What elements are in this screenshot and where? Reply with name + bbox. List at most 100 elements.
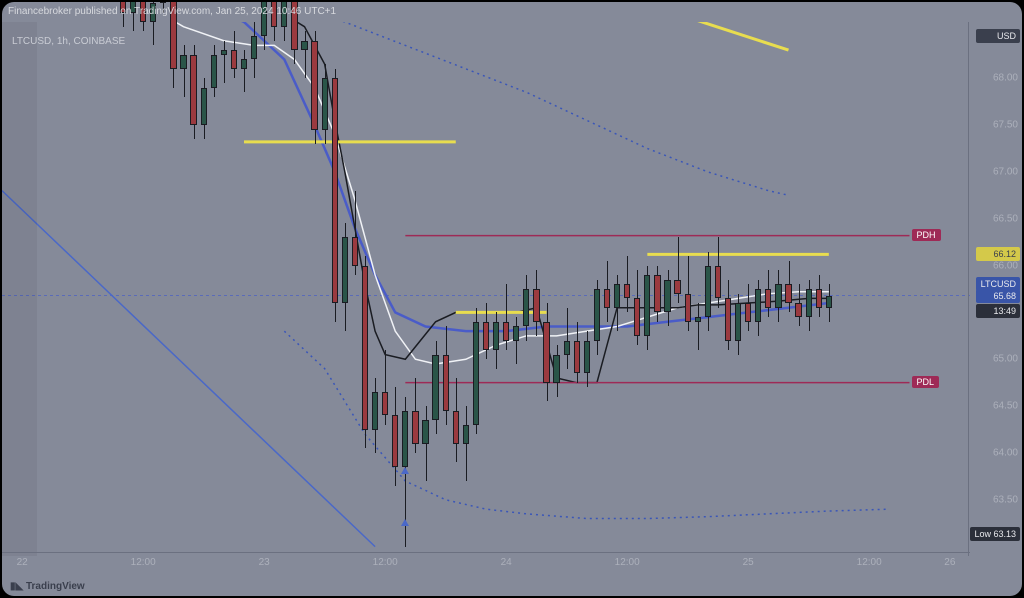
time-tick-label: 24 bbox=[501, 557, 512, 568]
candle-body bbox=[160, 2, 166, 3]
candle-body bbox=[463, 425, 469, 444]
candle-body bbox=[584, 341, 590, 374]
candle-body bbox=[322, 78, 328, 130]
candle-body bbox=[695, 317, 701, 322]
price-tick-label: 64.00 bbox=[993, 447, 1018, 458]
candle-body bbox=[624, 284, 630, 298]
tradingview-logo: ▮◣ TradingView bbox=[10, 581, 85, 592]
candle-body bbox=[382, 392, 388, 415]
candle-body bbox=[574, 341, 580, 374]
candle-body bbox=[604, 289, 610, 308]
candle-wick bbox=[426, 406, 427, 481]
chart-container: Financebroker published on TradingView.c… bbox=[2, 2, 1022, 596]
candle-body bbox=[755, 289, 761, 322]
price-tick-label: 66.50 bbox=[993, 213, 1018, 224]
price-tick-label: 68.00 bbox=[993, 73, 1018, 84]
candle-body bbox=[432, 355, 438, 421]
candle-wick bbox=[184, 45, 185, 97]
candle-body bbox=[705, 266, 711, 318]
price-tick-label: 65.00 bbox=[993, 354, 1018, 365]
candle-body bbox=[473, 322, 479, 425]
candle-wick bbox=[224, 41, 225, 83]
candle-body bbox=[745, 303, 751, 322]
pdl-label: PDL bbox=[912, 376, 940, 388]
candle-wick bbox=[698, 303, 699, 350]
chart-area[interactable]: PDH PDL bbox=[2, 22, 970, 556]
candle-body bbox=[765, 289, 771, 308]
candle-wick bbox=[466, 406, 467, 481]
low-badge: Low 63.13 bbox=[970, 527, 1020, 541]
candle-body bbox=[180, 55, 186, 69]
candle-body bbox=[614, 284, 620, 307]
candle-body bbox=[362, 266, 368, 430]
candle-body bbox=[785, 284, 791, 303]
candle-body bbox=[251, 36, 257, 59]
candle-body bbox=[301, 41, 307, 50]
time-axis[interactable]: 2212:002312:002412:002512:0026 bbox=[2, 552, 970, 574]
signal-marker-up bbox=[401, 467, 409, 474]
candle-body bbox=[513, 326, 519, 340]
time-tick-label: 12:00 bbox=[857, 557, 882, 568]
candle-body bbox=[725, 298, 731, 340]
candle-body bbox=[503, 322, 509, 341]
chart-svg bbox=[2, 22, 970, 556]
candle-body bbox=[422, 420, 428, 443]
candle-body bbox=[412, 411, 418, 444]
candle-body bbox=[685, 294, 691, 322]
candle-body bbox=[231, 50, 237, 69]
candle-body bbox=[342, 237, 348, 303]
candle-body bbox=[211, 55, 217, 88]
candle-body bbox=[564, 341, 570, 355]
yellow-level-badge: 66.12 bbox=[976, 247, 1020, 261]
price-tick-label: 66.00 bbox=[993, 260, 1018, 271]
candle-body bbox=[221, 50, 227, 55]
candle-body bbox=[775, 284, 781, 307]
candle-body bbox=[533, 289, 539, 322]
session-shade bbox=[2, 22, 37, 556]
candle-body bbox=[735, 303, 741, 340]
publisher-text: Financebroker published on TradingView.c… bbox=[8, 6, 336, 17]
price-tick-label: 64.50 bbox=[993, 401, 1018, 412]
candle-body bbox=[483, 322, 489, 350]
candle-body bbox=[443, 355, 449, 411]
candle-wick bbox=[567, 308, 568, 369]
candle-body bbox=[553, 355, 559, 383]
candle-wick bbox=[305, 31, 306, 78]
symbol-info: LTCUSD, 1h, COINBASE bbox=[12, 36, 125, 47]
candle-body bbox=[795, 303, 801, 317]
candle-body bbox=[543, 322, 549, 383]
candle-body bbox=[644, 275, 650, 336]
candle-body bbox=[816, 289, 822, 308]
last-price-badge: 65.68 bbox=[976, 289, 1020, 303]
candle-body bbox=[190, 55, 196, 125]
candle-body bbox=[634, 298, 640, 335]
time-tick-label: 26 bbox=[944, 557, 955, 568]
candle-body bbox=[715, 266, 721, 299]
candle-body bbox=[674, 280, 680, 294]
countdown-badge: 13:49 bbox=[976, 304, 1020, 318]
time-tick-label: 23 bbox=[259, 557, 270, 568]
candle-body bbox=[372, 392, 378, 429]
candle-body bbox=[241, 59, 247, 68]
time-tick-label: 25 bbox=[743, 557, 754, 568]
candle-body bbox=[523, 289, 529, 326]
price-axis[interactable]: 63.5064.0064.5065.0065.5066.0066.5067.00… bbox=[968, 22, 1022, 556]
candle-body bbox=[826, 296, 832, 308]
candle-body bbox=[352, 237, 358, 265]
usd-badge: USD bbox=[976, 29, 1020, 43]
candle-body bbox=[453, 411, 459, 444]
pdh-label: PDH bbox=[912, 229, 941, 241]
candle-body bbox=[806, 289, 812, 317]
candle-body bbox=[493, 322, 499, 350]
candle-body bbox=[311, 41, 317, 130]
candle-body bbox=[654, 275, 660, 312]
candle-body bbox=[392, 415, 398, 467]
time-tick-label: 12:00 bbox=[131, 557, 156, 568]
candle-body bbox=[402, 411, 408, 467]
time-tick-label: 22 bbox=[17, 557, 28, 568]
price-tick-label: 67.00 bbox=[993, 166, 1018, 177]
time-tick-label: 12:00 bbox=[615, 557, 640, 568]
signal-marker-up bbox=[401, 519, 409, 526]
price-tick-label: 67.50 bbox=[993, 120, 1018, 131]
candle-wick bbox=[244, 50, 245, 92]
